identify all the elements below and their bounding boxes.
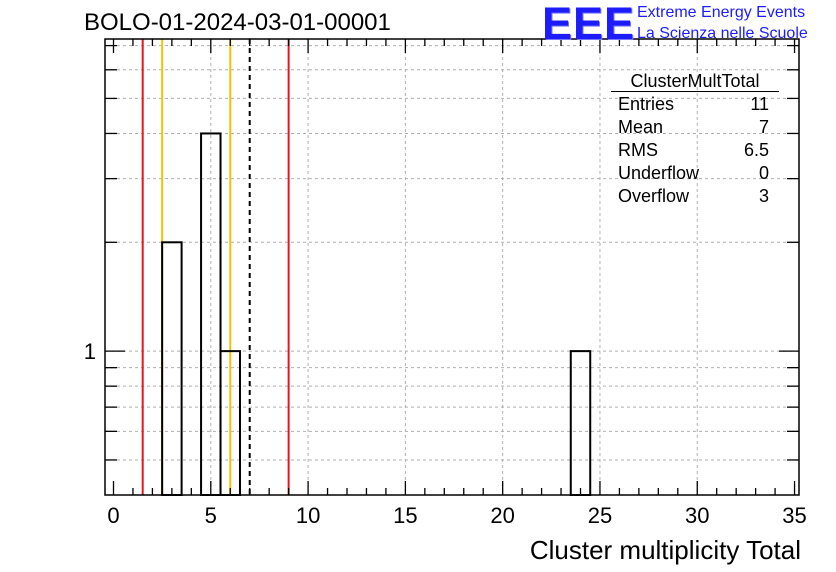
stats-divider bbox=[611, 91, 779, 92]
x-tick-label: 20 bbox=[490, 503, 514, 528]
histogram-bars bbox=[161, 132, 592, 496]
plot-frame bbox=[104, 38, 800, 496]
histogram-bar bbox=[200, 132, 222, 496]
stats-value: 7 bbox=[758, 117, 769, 137]
x-tick-label: 10 bbox=[296, 503, 320, 528]
stats-row-rms: RMS 6.5 bbox=[611, 139, 779, 162]
histogram-bar bbox=[569, 350, 592, 496]
stats-label: RMS bbox=[618, 140, 658, 160]
stats-label: Entries bbox=[618, 94, 675, 114]
x-axis-title: Cluster multiplicity Total bbox=[530, 535, 801, 565]
axis-labels: 0 5 10 15 20 25 30 35 1 Cluster multiplicity Tota… bbox=[84, 339, 807, 565]
run-title: BOLO-01-2024-03-01-00001 bbox=[84, 9, 391, 36]
stats-title: ClusterMultTotal bbox=[630, 71, 760, 91]
x-tick-label: 35 bbox=[782, 503, 806, 528]
y-tick-label: 1 bbox=[84, 339, 96, 364]
stats-label: Mean bbox=[618, 117, 664, 137]
x-tick-label: 0 bbox=[107, 503, 119, 528]
x-tick-label: 30 bbox=[685, 503, 709, 528]
stats-value: 11 bbox=[750, 94, 769, 114]
axes bbox=[104, 38, 800, 496]
stats-row-overflow: Overflow 3 bbox=[611, 185, 779, 208]
stats-value: 0 bbox=[758, 163, 769, 183]
stats-row-mean: Mean 7 bbox=[611, 116, 779, 139]
stats-box: ClusterMultTotal Entries 11 Mean 7 RMS 6.5 Und… bbox=[611, 70, 779, 208]
logo-line-2: La Scienza nelle Scuole bbox=[637, 25, 808, 42]
x-tick-label: 15 bbox=[393, 503, 417, 528]
x-tick-label: 5 bbox=[205, 503, 217, 528]
stats-label: Underflow bbox=[618, 163, 700, 183]
x-tick-label: 25 bbox=[588, 503, 612, 528]
reference-lines bbox=[141, 39, 290, 495]
stats-row-entries: Entries 11 bbox=[611, 93, 779, 116]
histogram-bar bbox=[161, 241, 183, 496]
stats-label: Overflow bbox=[618, 186, 690, 206]
stats-row-underflow: Underflow 0 bbox=[611, 162, 779, 185]
eee-logo: EEE Extreme Energy Events La Scienza nel… bbox=[542, 0, 832, 49]
stats-value: 6.5 bbox=[743, 140, 769, 160]
stats-value: 3 bbox=[758, 186, 769, 206]
eee-logo-mark: EEE bbox=[542, 0, 636, 49]
logo-line-1: Extreme Energy Events bbox=[637, 4, 806, 21]
